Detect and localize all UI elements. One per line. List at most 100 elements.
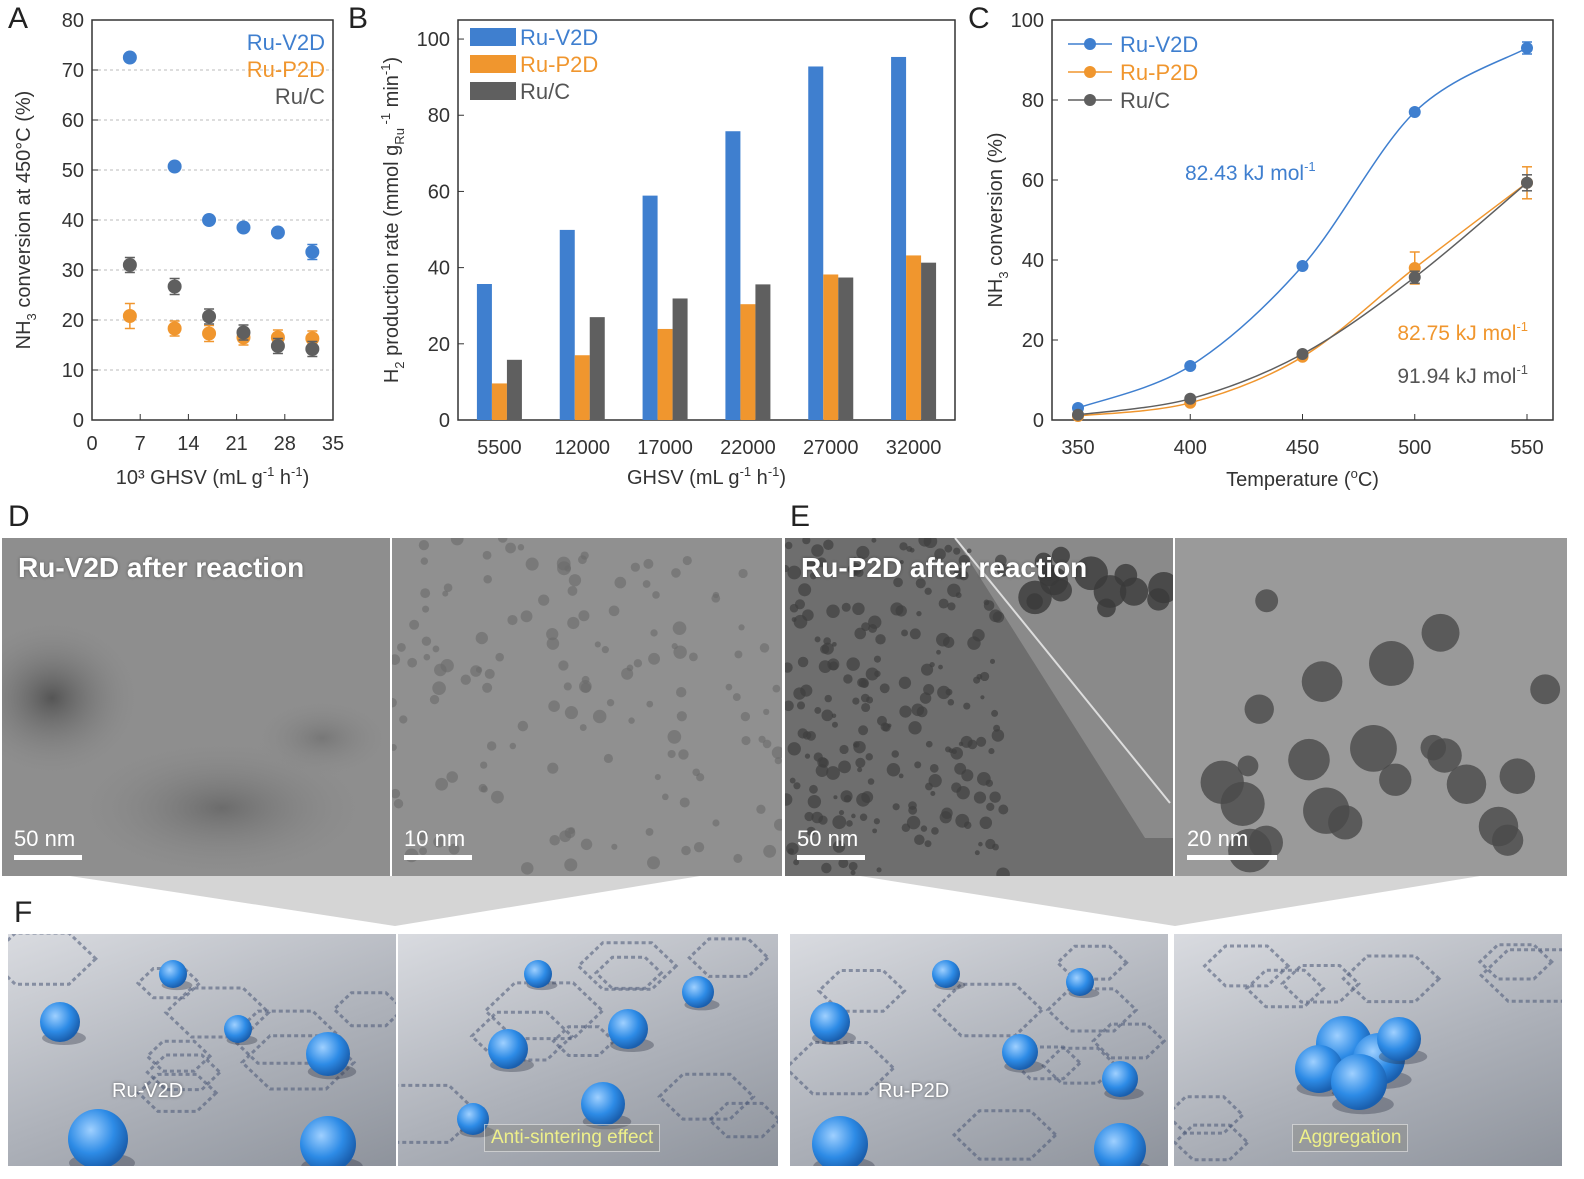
x-tick-label: 22000 (720, 437, 776, 459)
nanoparticle (974, 850, 980, 856)
nanoparticle (1369, 641, 1414, 686)
framework-ring (8, 934, 98, 986)
framework-ring (1091, 1022, 1167, 1060)
material-label: Ru-V2D (112, 1080, 184, 1102)
nanoparticle (929, 661, 935, 668)
legend-entry: Ru-P2D (247, 57, 325, 82)
framework-ring (551, 1025, 616, 1057)
framework-ring (1055, 944, 1129, 981)
nanoparticle (774, 757, 782, 765)
tem-texture (2, 538, 390, 876)
nanoparticle (821, 862, 832, 874)
nanoparticle (899, 705, 912, 718)
nanoparticle (838, 760, 851, 774)
data-point (1184, 392, 1197, 405)
nanoparticle (936, 632, 950, 647)
illustration-ru-p2d: Ru-P2D (790, 934, 1168, 1166)
nanoparticle (923, 538, 938, 549)
label-part: conversion (%) (985, 132, 1007, 271)
ru-cluster (932, 960, 960, 988)
label-part: production rate (mmol g (381, 145, 403, 362)
nanoparticle (420, 588, 431, 599)
nanoparticle (833, 795, 838, 800)
nanoparticle (891, 750, 899, 758)
nanoparticle (937, 685, 951, 700)
nanoparticle (914, 761, 922, 769)
data-point (122, 50, 137, 65)
bar (921, 262, 937, 420)
nanoparticle (787, 565, 802, 580)
data-point (236, 220, 251, 235)
framework-ring (145, 1039, 213, 1073)
nanoparticle (841, 602, 851, 612)
x-tick-label: 450 (1286, 437, 1319, 459)
legend-swatch (470, 82, 516, 100)
scale-bar (797, 855, 865, 860)
nanoparticle (989, 791, 1001, 803)
label-part: conversion at 450°C (%) (13, 91, 35, 314)
data-point (1521, 42, 1533, 54)
nanoparticle (832, 840, 846, 853)
nanoparticle (873, 818, 880, 825)
nanoparticle (732, 693, 741, 702)
nanoparticle (563, 682, 572, 691)
label-part: h (751, 467, 768, 489)
ru-cluster (810, 1002, 850, 1042)
nanoparticle (906, 545, 913, 552)
legend-marker (1084, 94, 1096, 106)
nanoparticle (442, 590, 449, 597)
framework-ring (816, 969, 907, 1013)
x-axis-label: Temperature (oC) (1226, 466, 1379, 491)
nanoparticle (839, 744, 849, 755)
chart-a: 0 10 20 30 40 50 60 70 80 0 7 14 21 28 35 10³ GHSV (mL … (13, 10, 344, 489)
nanoparticle (630, 562, 640, 572)
nanoparticle (1051, 546, 1070, 565)
nanoparticle (848, 861, 858, 871)
x-tick-label: 550 (1510, 437, 1543, 459)
nanoparticle (831, 721, 838, 728)
legend-entry: Ru/C (275, 84, 325, 109)
y-tick-label: 80 (1022, 90, 1044, 112)
nanoparticle (809, 784, 818, 794)
nanoparticle (986, 802, 995, 812)
nanoparticle (392, 654, 401, 665)
label-part: NH (13, 320, 35, 349)
ru-cluster (812, 1116, 868, 1166)
nanoparticle (983, 600, 995, 611)
nanoparticle (876, 867, 882, 873)
nanoparticle (843, 674, 853, 684)
bar (755, 284, 771, 420)
nanoparticle (951, 782, 962, 793)
nanoparticle (831, 713, 837, 718)
x-tick-label: 350 (1061, 437, 1094, 459)
effect-label: Anti-sintering effect (484, 1124, 661, 1152)
label-part: -1 (291, 464, 303, 479)
framework-ring (707, 1101, 778, 1139)
nanoparticle (892, 803, 900, 811)
legend-marker (1084, 38, 1096, 50)
scale-bar-label: 50 nm (14, 826, 76, 851)
nanoparticle (1244, 694, 1274, 724)
nanoparticle (1446, 764, 1487, 805)
nanoparticle (435, 777, 449, 791)
nanoparticle (809, 572, 817, 580)
y-tick-label: 0 (1033, 410, 1044, 432)
framework-ring (576, 941, 679, 991)
nanoparticle (814, 636, 821, 643)
framework-ring (1244, 968, 1326, 1009)
panel-letter-f: F (14, 896, 33, 929)
nanoparticle (813, 752, 823, 762)
nanoparticle (802, 538, 811, 545)
nanoparticle (1328, 805, 1363, 840)
nanoparticle (938, 664, 943, 670)
nanoparticle (1421, 613, 1460, 652)
nanoparticle (814, 706, 822, 714)
material-label: Ru-P2D (878, 1080, 950, 1102)
nanoparticle (929, 763, 939, 773)
nanoparticle (480, 761, 488, 769)
y-tick-label: 80 (428, 105, 450, 127)
label-part: min (381, 75, 403, 113)
ru-cluster (159, 960, 187, 988)
data-point (202, 309, 217, 324)
illustration-aggregation: Aggregation (1174, 934, 1562, 1166)
